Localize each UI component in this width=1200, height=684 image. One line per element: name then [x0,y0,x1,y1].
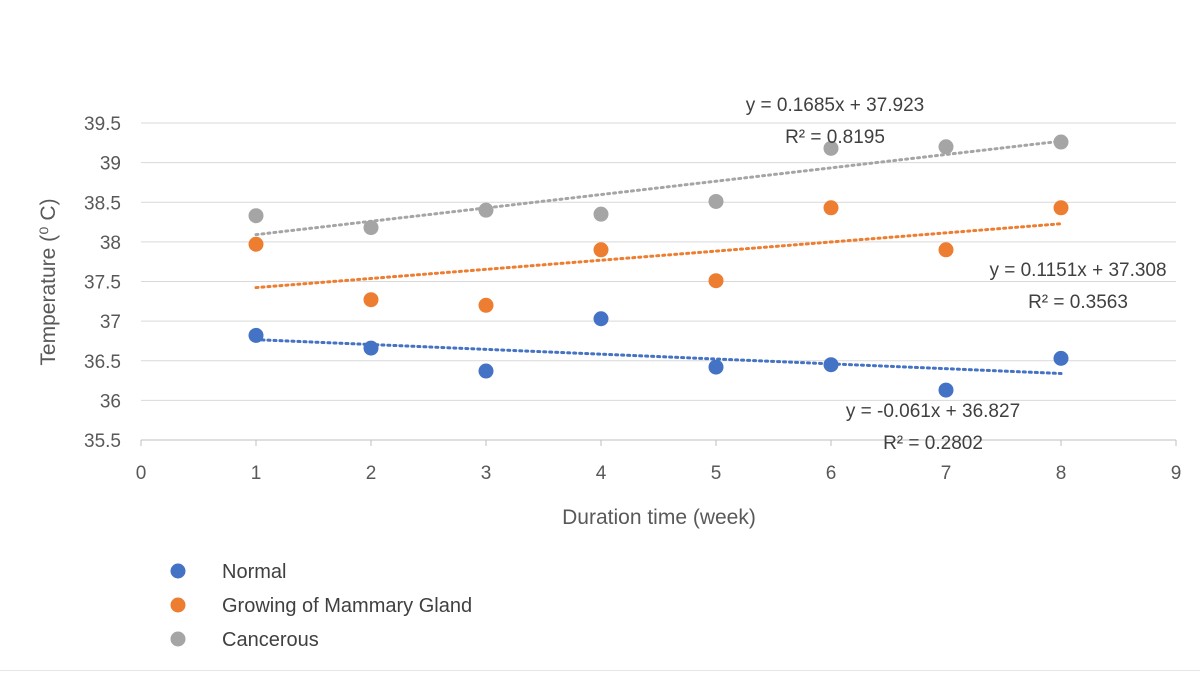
trendline-r2: R² = 0.8195 [785,127,885,148]
data-point [938,139,954,155]
data-point [708,273,724,289]
x-tick-label: 7 [941,463,952,484]
data-point [938,382,954,398]
y-tick-label: 38 [100,233,121,254]
x-tick-label: 3 [481,463,492,484]
data-point [248,208,264,224]
data-point [363,340,379,356]
legend-marker [170,631,186,647]
legend-marker [170,597,186,613]
trendlines [254,139,1063,376]
trendline-equations: y = -0.061x + 36.827 R² = 0.2802 y = 0.115… [746,95,1167,454]
y-tick-label: 35.5 [84,431,121,452]
data-point [1053,200,1069,216]
data-point [938,242,954,258]
trendline-2 [254,222,1063,290]
data-point [478,202,494,218]
x-tick-label: 4 [596,463,607,484]
legend-label: Growing of Mammary Gland [222,595,472,617]
trendline-equation: y = 0.1685x + 37.923 [746,95,925,116]
bottom-divider [0,670,1200,671]
data-point [708,359,724,375]
x-axis-title: Duration time (week) [562,506,756,529]
x-tick-label: 1 [251,463,262,484]
x-tick-label: 5 [711,463,722,484]
trendline-equation: y = -0.061x + 36.827 [846,401,1020,422]
data-point [248,327,264,343]
x-tick-label: 8 [1056,463,1067,484]
y-tick-label: 36 [100,391,121,412]
y-tick-label: 39.5 [84,114,121,135]
axes: 35.5 36 36.5 37 37.5 38 38.5 39 39.5 0 1 2 3 4 5 6 7 8 9 [84,114,1181,484]
data-point [593,242,609,258]
trendline-r2: R² = 0.2802 [883,433,983,454]
legend: Normal Growing of Mammary Gland Cancerous [170,561,472,651]
data-point [823,200,839,216]
trendline-1 [254,338,1063,376]
y-tick-label: 37 [100,312,121,333]
data-point [363,220,379,236]
y-tick-label: 36.5 [84,352,121,373]
legend-label: Cancerous [222,629,319,651]
legend-label: Normal [222,561,286,583]
x-tick-label: 2 [366,463,377,484]
data-point [478,363,494,379]
y-tick-label: 38.5 [84,193,121,214]
trendline-r2: R² = 0.3563 [1028,292,1128,313]
x-tick-label: 9 [1171,463,1182,484]
data-point [478,297,494,313]
data-point [1053,350,1069,366]
data-point [1053,134,1069,150]
x-tick-label: 6 [826,463,837,484]
data-point [363,292,379,308]
trendline-3 [254,139,1063,237]
y-tick-label: 39 [100,154,121,175]
trendline-equation: y = 0.1151x + 37.308 [989,260,1166,281]
y-axis-title: Temperature (⁰ C) [37,198,60,365]
data-point [248,236,264,252]
x-tick-label: 0 [136,463,147,484]
data-point [708,193,724,209]
data-points [248,134,1069,398]
gridlines [141,122,1176,401]
legend-marker [170,563,186,579]
data-point [593,311,609,327]
data-point [823,140,839,156]
data-point [593,206,609,222]
data-point [823,357,839,373]
y-tick-label: 37.5 [84,273,121,294]
